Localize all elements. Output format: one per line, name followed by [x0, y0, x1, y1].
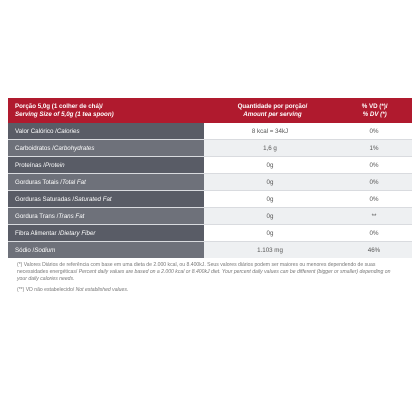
nutrient-dv: 0%	[369, 229, 379, 237]
header-amount: Quantidade por porção/ Amount per servin…	[208, 103, 338, 118]
nutrient-name-pt: Proteínas /	[15, 161, 45, 169]
nutrient-name-pt: Gorduras Saturadas /	[15, 195, 75, 203]
nutrient-label: Sódio / Sodium	[8, 242, 204, 258]
nutrient-amount: 0g	[266, 229, 274, 237]
footnote-not-established-pt: (**) VD não estabelecido/	[17, 286, 75, 293]
table-row: Gorduras Totais / Total Fat 0g 0%	[8, 174, 412, 191]
table-row: Valor Calórico / Calories 8 kcal = 34kJ …	[8, 123, 412, 140]
nutrient-name-pt: Gordura Trans /	[15, 212, 59, 220]
nutrient-dv: 0%	[369, 161, 379, 169]
nutrient-name-en: Total Fat	[62, 178, 86, 186]
nutrient-name-pt: Gorduras Totais /	[15, 178, 62, 186]
nutrient-name-pt: Fibra Alimentar /	[15, 229, 61, 237]
header-serving-size: Porção 5,0g (1 colher de chá)/ Serving S…	[8, 103, 208, 118]
nutrient-label: Fibra Alimentar / Dietary Fiber	[8, 225, 204, 241]
header-dv-pt: % VD (*)/	[361, 103, 388, 111]
footnote-daily-values: (*) Valores Diários de referência com ba…	[17, 262, 397, 284]
nutrient-dv: 46%	[367, 246, 381, 254]
nutrient-name-en: Trans Fat	[58, 212, 85, 220]
nutrient-amount: 8 kcal = 34kJ	[251, 127, 289, 135]
nutrient-label: Carboidratos / Carbohydrates	[8, 140, 204, 156]
nutrient-name-pt: Carboidratos /	[15, 144, 54, 152]
nutrient-amount: 0g	[266, 212, 274, 220]
header-serving-size-pt: Porção 5,0g (1 colher de chá)/	[15, 103, 103, 111]
nutrient-label: Valor Calórico / Calories	[8, 123, 204, 139]
table-header: Porção 5,0g (1 colher de chá)/ Serving S…	[8, 98, 412, 123]
table-row: Sódio / Sodium 1.103 mg 46%	[8, 242, 412, 258]
footnote-not-established-en: Not established values.	[74, 286, 129, 293]
nutrient-label: Gorduras Totais / Total Fat	[8, 174, 204, 190]
header-amount-en: Amount per serving	[243, 110, 302, 118]
nutrient-name-pt: Valor Calórico /	[15, 127, 57, 135]
nutrient-label: Proteínas / Protein	[8, 157, 204, 173]
nutrient-dv: **	[371, 212, 377, 220]
table-row: Proteínas / Protein 0g 0%	[8, 157, 412, 174]
nutrient-dv: 0%	[369, 178, 379, 186]
nutrient-amount: 0g	[266, 195, 274, 203]
nutrient-name-en: Calories	[56, 127, 80, 135]
table-row: Gorduras Saturadas / Saturated Fat 0g 0%	[8, 191, 412, 208]
header-daily-value: % VD (*)/ % DV (*)	[337, 103, 412, 118]
table-row: Fibra Alimentar / Dietary Fiber 0g 0%	[8, 225, 412, 242]
table-row: Gordura Trans / Trans Fat 0g **	[8, 208, 412, 225]
nutrient-dv: 0%	[369, 195, 379, 203]
footnote-daily-values-en: Percent daily values are based on a 2.00…	[17, 269, 391, 283]
header-serving-size-en: Serving Size of 5,0g (1 tea spoon)	[15, 110, 114, 118]
nutrient-name-en: Dietary Fiber	[60, 229, 96, 237]
header-dv-en: % DV (*)	[362, 110, 387, 118]
nutrient-dv: 1%	[369, 144, 379, 152]
nutrient-name-en: Protein	[44, 161, 65, 169]
nutrient-name-pt: Sódio /	[15, 246, 35, 254]
nutrient-name-en: Carbohydrates	[53, 144, 95, 152]
table-row: Carboidratos / Carbohydrates 1,6 g 1%	[8, 140, 412, 157]
footnote-daily-values-pt: (*) Valores Diários de referência com ba…	[17, 262, 376, 276]
nutrient-amount: 0g	[266, 161, 274, 169]
header-amount-pt: Quantidade por porção/	[237, 103, 308, 111]
nutrient-label: Gordura Trans / Trans Fat	[8, 208, 204, 224]
nutrition-table: Porção 5,0g (1 colher de chá)/ Serving S…	[8, 98, 412, 258]
nutrient-dv: 0%	[369, 127, 379, 135]
nutrient-amount: 1,6 g	[263, 144, 277, 152]
nutrient-name-en: Saturated Fat	[74, 195, 112, 203]
nutrient-amount: 1.103 mg	[257, 246, 283, 254]
footnotes: (*) Valores Diários de referência com ba…	[17, 262, 397, 297]
footnote-not-established: (**) VD não estabelecido/ Not establishe…	[17, 287, 397, 294]
nutrient-name-en: Sodium	[34, 246, 56, 254]
nutrient-amount: 0g	[266, 178, 274, 186]
nutrient-label: Gorduras Saturadas / Saturated Fat	[8, 191, 204, 207]
